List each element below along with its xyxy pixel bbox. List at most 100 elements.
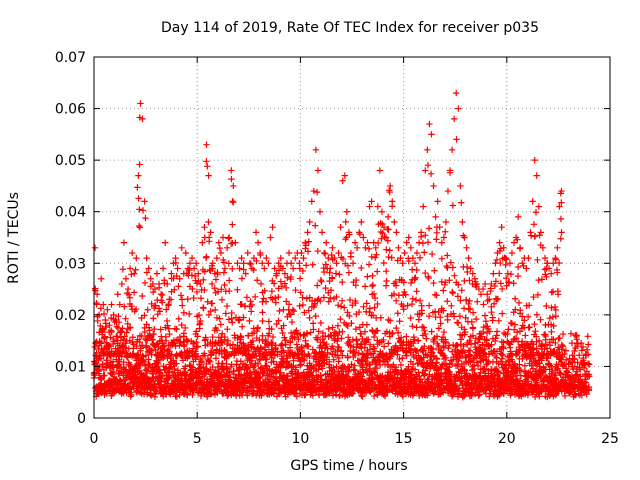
data-point [370,343,377,351]
data-point [545,361,552,368]
x-axis-label: GPS time / hours [290,458,407,474]
data-point [480,349,487,357]
data-point [330,364,337,371]
data-point [191,272,199,280]
data-point [132,266,139,273]
data-point [296,275,304,282]
data-point [299,294,306,301]
data-point [486,393,493,400]
data-point [279,329,286,337]
data-point [473,280,481,288]
data-point [535,203,542,210]
data-point [344,309,351,316]
data-point [218,330,226,337]
data-point [493,296,501,303]
data-point [201,286,208,294]
data-point [445,364,453,371]
data-point [310,187,318,195]
data-point [287,275,294,283]
data-point [380,259,388,267]
data-point [280,322,287,329]
data-point [433,292,440,299]
data-point [442,228,449,235]
data-point [199,239,206,246]
data-point [393,324,400,332]
data-point [212,306,219,314]
data-point [110,311,117,319]
data-point [102,323,109,331]
data-point [179,302,186,309]
data-point [569,352,576,359]
data-point [317,319,325,327]
data-point [155,360,162,368]
data-point [532,327,539,335]
data-point [312,312,319,320]
data-point [433,236,440,243]
data-point [449,202,457,209]
data-point [470,365,478,373]
data-point [393,229,400,236]
data-point [249,364,257,371]
data-point [312,222,319,229]
data-point [369,282,376,290]
data-point [338,297,346,304]
data-point [238,323,246,330]
data-point [194,343,202,350]
data-point [308,389,315,396]
data-point [348,320,355,327]
data-point [394,310,401,317]
data-point [411,336,418,343]
data-point [543,260,551,267]
data-point [167,391,174,398]
data-point [440,328,448,336]
data-point [123,290,131,297]
data-point [234,286,241,293]
data-point [359,393,366,400]
data-point [432,213,439,221]
data-point [404,302,411,309]
data-point [482,318,490,325]
data-point [513,371,521,379]
data-point [578,347,585,354]
data-point [138,332,145,340]
data-point [488,280,495,288]
data-point [371,294,379,302]
data-point [433,355,441,363]
data-point [135,172,142,179]
data-point [133,254,140,262]
data-point [139,292,146,300]
data-point [182,386,190,394]
data-point [265,260,272,267]
data-point [155,366,162,373]
data-point [314,282,321,289]
data-point [409,360,417,368]
data-point [499,310,506,317]
data-point [531,320,538,328]
data-point [476,352,484,360]
data-point [561,350,568,358]
data-point [205,311,213,319]
data-point [121,333,128,340]
data-point [282,336,289,344]
data-point [527,229,534,236]
data-point [162,239,169,246]
data-point [120,336,128,343]
data-point [93,291,101,298]
data-point [208,300,216,307]
data-point [447,357,455,364]
data-point [215,239,223,246]
data-point [296,260,303,267]
data-point [530,221,538,228]
data-point [370,368,377,375]
data-point [514,213,522,221]
data-point [323,340,330,348]
data-point [358,392,365,399]
data-point [552,306,559,314]
data-point [116,329,124,336]
data-point [383,353,391,361]
data-point [97,340,105,347]
data-point [485,325,492,333]
data-point [244,249,251,257]
data-point [178,321,185,329]
data-point [468,318,475,326]
